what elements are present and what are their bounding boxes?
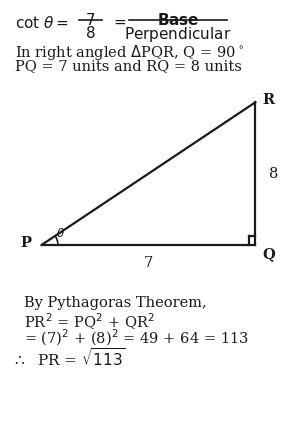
Text: $\therefore$  PR = $\sqrt{113}$: $\therefore$ PR = $\sqrt{113}$ bbox=[12, 347, 126, 369]
Text: Q: Q bbox=[263, 247, 276, 261]
Text: 7: 7 bbox=[144, 256, 153, 270]
Text: $\mathrm{cot}\ \theta =$: $\mathrm{cot}\ \theta =$ bbox=[15, 15, 69, 31]
Text: $7$: $7$ bbox=[86, 12, 96, 28]
Text: By Pythagoras Theorem,: By Pythagoras Theorem, bbox=[24, 296, 206, 310]
Text: $\mathrm{Perpendicular}$: $\mathrm{Perpendicular}$ bbox=[124, 25, 232, 44]
Text: $\mathbf{Base}$: $\mathbf{Base}$ bbox=[157, 12, 200, 28]
Text: $8$: $8$ bbox=[85, 25, 96, 41]
Text: In right angled $\Delta$PQR, Q = 90$^\circ$: In right angled $\Delta$PQR, Q = 90$^\ci… bbox=[15, 43, 244, 62]
Text: $\theta$: $\theta$ bbox=[56, 227, 65, 240]
Text: R: R bbox=[263, 93, 275, 107]
Text: 8: 8 bbox=[269, 167, 278, 181]
Text: = (7)$^2$ + (8)$^2$ = 49 + 64 = 113: = (7)$^2$ + (8)$^2$ = 49 + 64 = 113 bbox=[24, 328, 249, 348]
Text: PQ = 7 units and RQ = 8 units: PQ = 7 units and RQ = 8 units bbox=[15, 59, 242, 73]
Text: P: P bbox=[20, 236, 31, 250]
Text: PR$^2$ = PQ$^2$ + QR$^2$: PR$^2$ = PQ$^2$ + QR$^2$ bbox=[24, 312, 154, 332]
Text: $=$: $=$ bbox=[111, 15, 127, 29]
